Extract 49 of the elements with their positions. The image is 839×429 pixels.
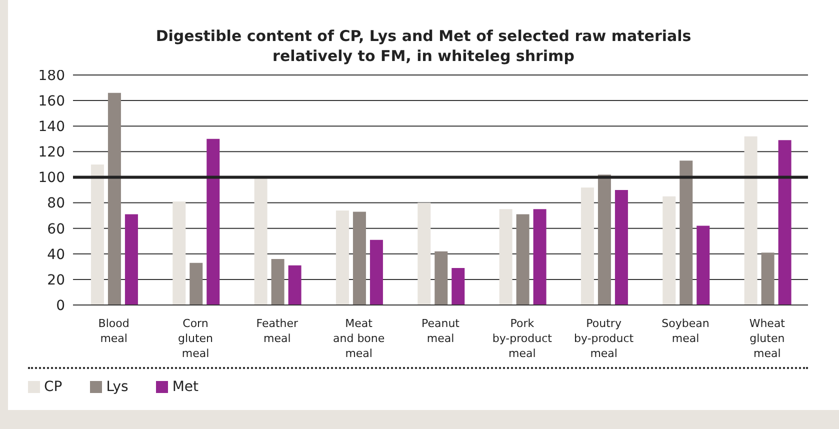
bar [124, 214, 138, 305]
bar [190, 262, 203, 305]
bar [352, 212, 366, 305]
x-tick-label: Blood meal [98, 317, 130, 345]
y-tick-label: 60 [47, 221, 65, 238]
y-tick-label: 120 [38, 144, 65, 161]
y-tick-label: 140 [38, 119, 65, 136]
bar [254, 178, 268, 305]
x-tick-label: Peanut meal [421, 317, 460, 345]
bar [108, 92, 121, 305]
bar [680, 160, 693, 305]
bar [206, 138, 220, 305]
bar [778, 140, 792, 305]
y-tick-label: 80 [47, 196, 65, 212]
bar [271, 259, 284, 305]
bar [90, 164, 104, 305]
bar [533, 209, 546, 305]
y-tick-label: 0 [56, 298, 65, 314]
x-tick-label: Corn gluten meal [178, 317, 214, 360]
x-tick-label: Soybean meal [662, 317, 710, 345]
x-tick-label: Pork by-product meal [492, 317, 553, 360]
bar [696, 226, 710, 305]
bar [418, 202, 431, 305]
bar [172, 202, 186, 305]
bar [580, 187, 594, 305]
y-tick-label: 160 [38, 94, 65, 110]
y-tick-label: 100 [38, 170, 65, 186]
bar [499, 209, 512, 305]
bar [761, 252, 774, 305]
bar [598, 174, 611, 305]
bar [662, 196, 676, 305]
x-tick-label: Meat and bone meal [333, 317, 385, 360]
bar [370, 240, 383, 305]
x-tick-label: Poutry by-product meal [574, 317, 634, 360]
bar [336, 210, 349, 305]
chart-title: Digestible content of CP, Lys and Met of selected raw materials relatively to FM, in whiteleg shrimp [154, 26, 692, 66]
bar [434, 251, 448, 305]
legend-label: Met [172, 379, 198, 395]
bar [744, 136, 758, 305]
bar [452, 268, 465, 305]
x-tick-label: Feather meal [256, 317, 299, 345]
bar [288, 265, 302, 305]
bar [614, 190, 628, 305]
legend-label: Lys [106, 379, 128, 395]
bar [516, 214, 530, 305]
y-tick-label: 20 [47, 272, 65, 288]
x-tick-label: Wheat gluten meal [749, 317, 786, 360]
legend-label: CP [44, 379, 62, 395]
y-tick-label: 40 [47, 246, 65, 263]
